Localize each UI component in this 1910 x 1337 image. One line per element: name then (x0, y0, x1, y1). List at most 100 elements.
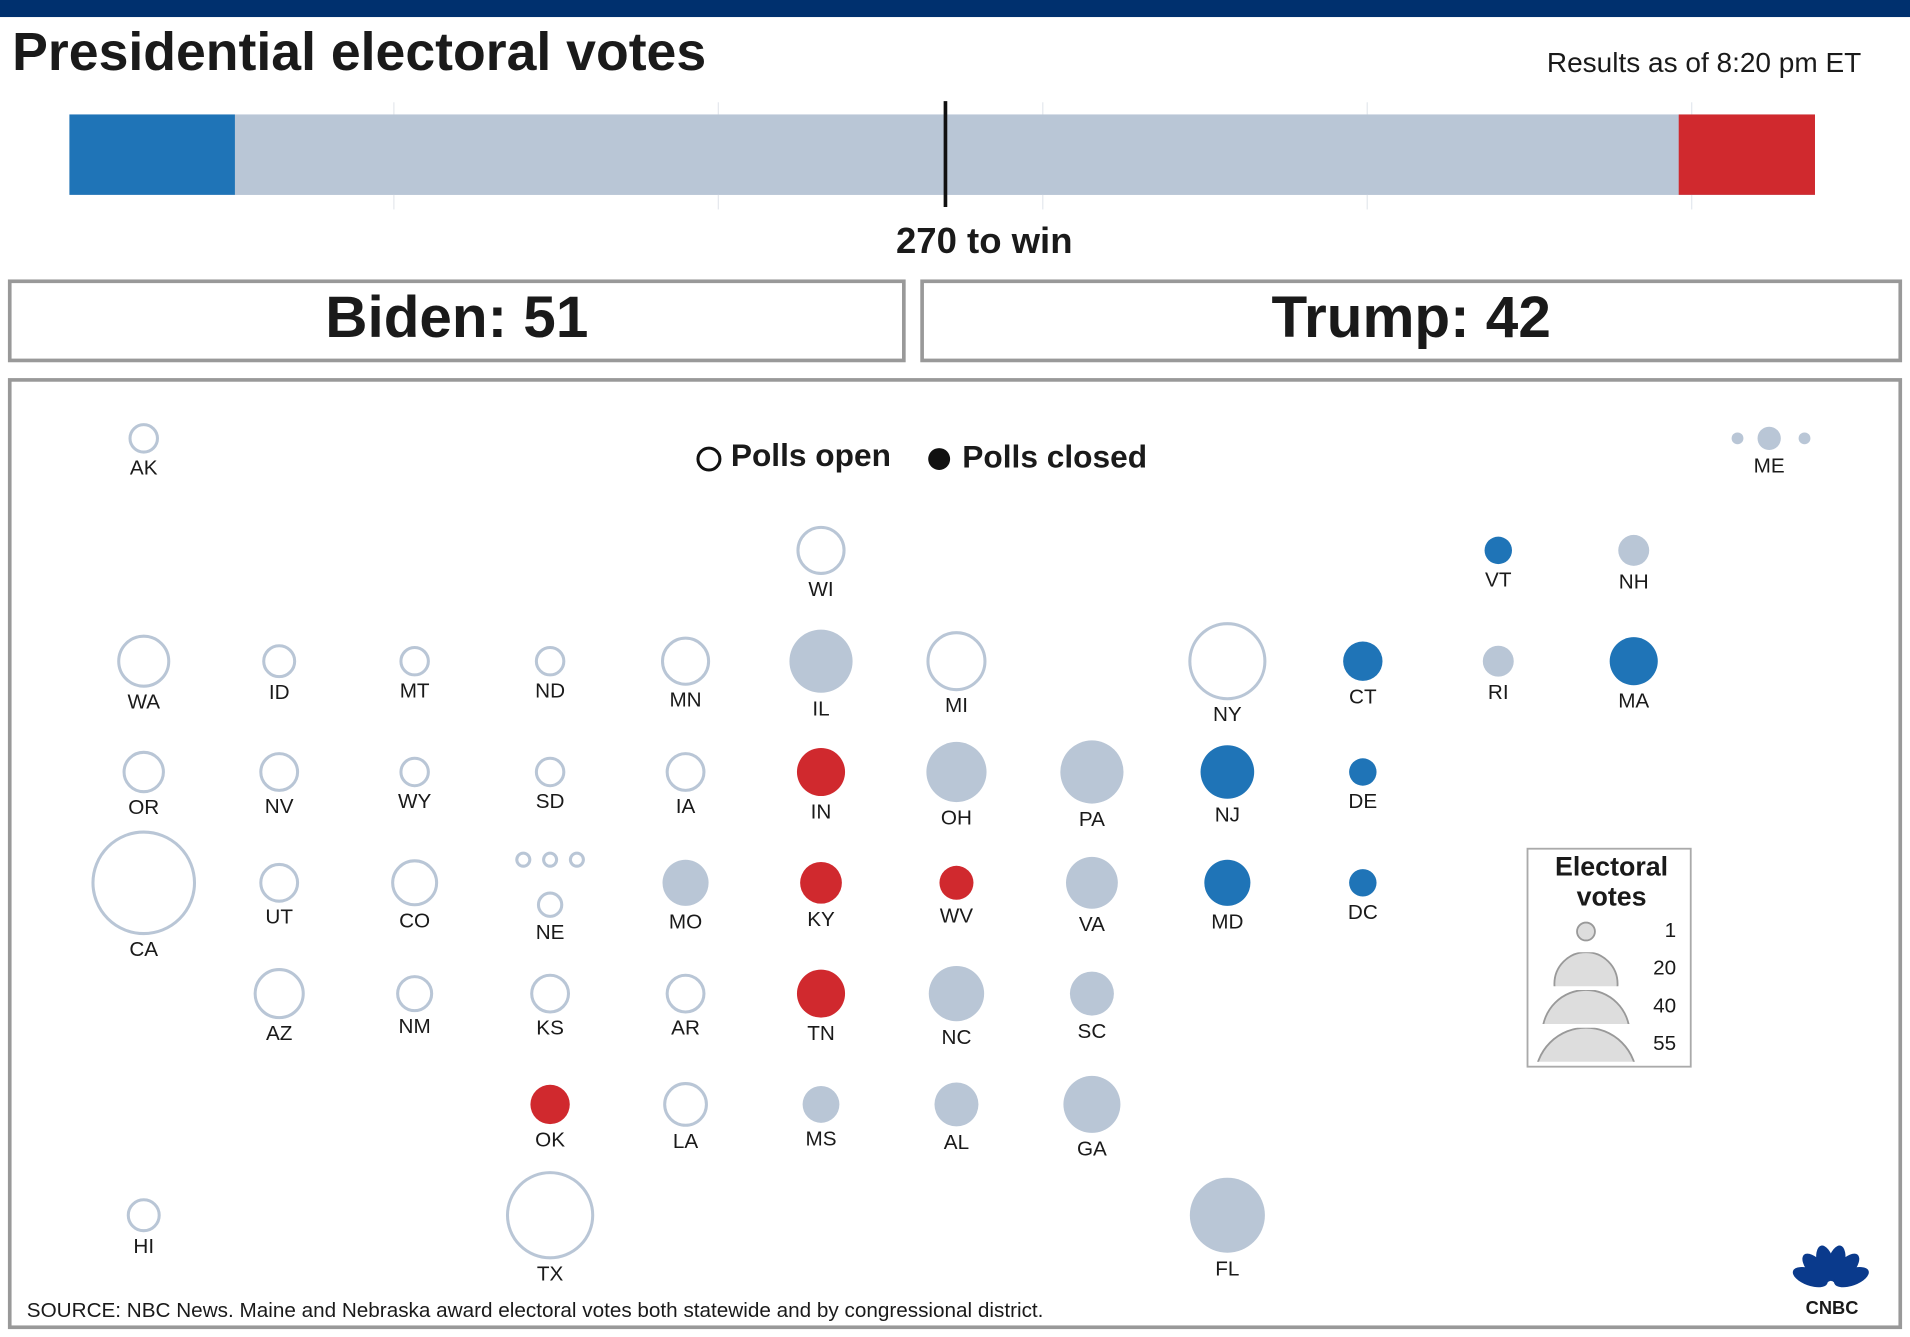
state-circle (789, 629, 853, 693)
state-label: IL (812, 697, 829, 720)
size-legend-title: Electoral (1555, 851, 1668, 881)
state-label: AR (671, 1017, 700, 1040)
state-label: NV (265, 795, 294, 818)
state-circle (536, 891, 564, 918)
state-label: IA (676, 795, 696, 818)
state-label: CT (1349, 685, 1377, 708)
state-circle (1204, 859, 1251, 906)
state-circle (505, 1171, 595, 1260)
state-circle (1609, 637, 1658, 686)
state-label: DC (1348, 901, 1378, 924)
state-label: CA (129, 938, 158, 961)
state-label: ME (1754, 455, 1785, 478)
state-circle (1188, 622, 1267, 701)
state-circle (1349, 758, 1377, 786)
state-label: MO (669, 910, 702, 933)
state-label: NM (399, 1015, 431, 1038)
threshold-label: 270 to win (896, 220, 1073, 261)
title: Presidential electoral votes (12, 22, 706, 82)
state-label: UT (265, 906, 293, 929)
state-circle (117, 634, 171, 688)
state-label: AL (944, 1131, 969, 1154)
state-circle (91, 830, 197, 936)
state-circle (939, 865, 974, 900)
state-label: AZ (266, 1022, 292, 1045)
state-circle (796, 969, 846, 1018)
state-circle (796, 747, 846, 797)
state-label: KS (536, 1017, 564, 1040)
top-strip (0, 0, 1910, 18)
state-circle (122, 750, 165, 794)
state-label: NY (1213, 703, 1242, 726)
state-label: VA (1079, 913, 1105, 936)
size-legend-label: 55 (1653, 1032, 1676, 1055)
state-circle (665, 752, 706, 792)
state-label: OK (535, 1129, 565, 1152)
size-legend-label: 40 (1653, 994, 1676, 1017)
legend-open: Polls open (731, 437, 891, 473)
state-label: WI (808, 578, 833, 601)
timestamp: Results as of 8:20 pm ET (1547, 47, 1861, 78)
state-circle (391, 859, 439, 907)
state-circle (665, 973, 706, 1014)
state-label: ND (535, 679, 565, 702)
state-circle (800, 861, 842, 904)
state-circle (259, 862, 300, 903)
state-circle (662, 859, 709, 906)
state-label: OR (128, 796, 159, 819)
state-label: NE (536, 921, 565, 944)
state-label: TN (807, 1022, 835, 1045)
state-label: NC (942, 1026, 972, 1049)
state-circle (534, 756, 566, 788)
state-label: WA (127, 691, 160, 714)
score-box (920, 279, 1903, 363)
state-label: VT (1485, 569, 1512, 592)
state-label: AK (130, 457, 158, 480)
state-label: IN (811, 801, 832, 824)
state-label: GA (1077, 1137, 1107, 1160)
state-label: SC (1078, 1020, 1107, 1043)
state-circle (396, 975, 434, 1013)
district-circle (542, 851, 559, 868)
state-label: LA (673, 1130, 699, 1153)
state-circle (1757, 426, 1781, 451)
size-legend-circle (1537, 1027, 1635, 1062)
state-label: RI (1488, 681, 1509, 704)
state-circle (1482, 645, 1514, 677)
state-label: MD (1211, 910, 1243, 933)
state-circle (1069, 971, 1114, 1016)
size-legend-circle (1542, 989, 1630, 1025)
state-circle (1060, 740, 1124, 804)
size-legend-label: 20 (1653, 957, 1676, 980)
state-circle (1189, 1177, 1265, 1253)
state-label: NH (1619, 570, 1649, 593)
state-circle (796, 525, 846, 575)
bar-segment (69, 114, 235, 195)
state-label: ID (269, 681, 290, 704)
legend-closed: Polls closed (962, 438, 1147, 474)
state-circle (530, 1084, 570, 1125)
district-circle (568, 851, 585, 868)
state-label: CO (399, 909, 430, 932)
map-frame (7, 378, 1903, 1330)
state-circle (399, 645, 430, 677)
state-circle (530, 973, 571, 1014)
state-circle (928, 965, 985, 1022)
state-label: OH (941, 807, 972, 830)
state-circle (253, 968, 305, 1020)
state-label: MN (669, 689, 701, 712)
state-circle (926, 741, 987, 803)
state-circle (934, 1082, 979, 1127)
state-label: SD (536, 790, 565, 813)
state-circle (1618, 534, 1650, 566)
size-legend-circle (1553, 952, 1619, 987)
state-circle (126, 1198, 161, 1233)
state-label: NJ (1215, 803, 1240, 826)
state-circle (663, 1082, 708, 1127)
state-label: TX (537, 1262, 564, 1285)
state-circle (399, 756, 430, 788)
score-label: Trump: 42 (1272, 285, 1551, 350)
state-circle (1349, 869, 1377, 897)
